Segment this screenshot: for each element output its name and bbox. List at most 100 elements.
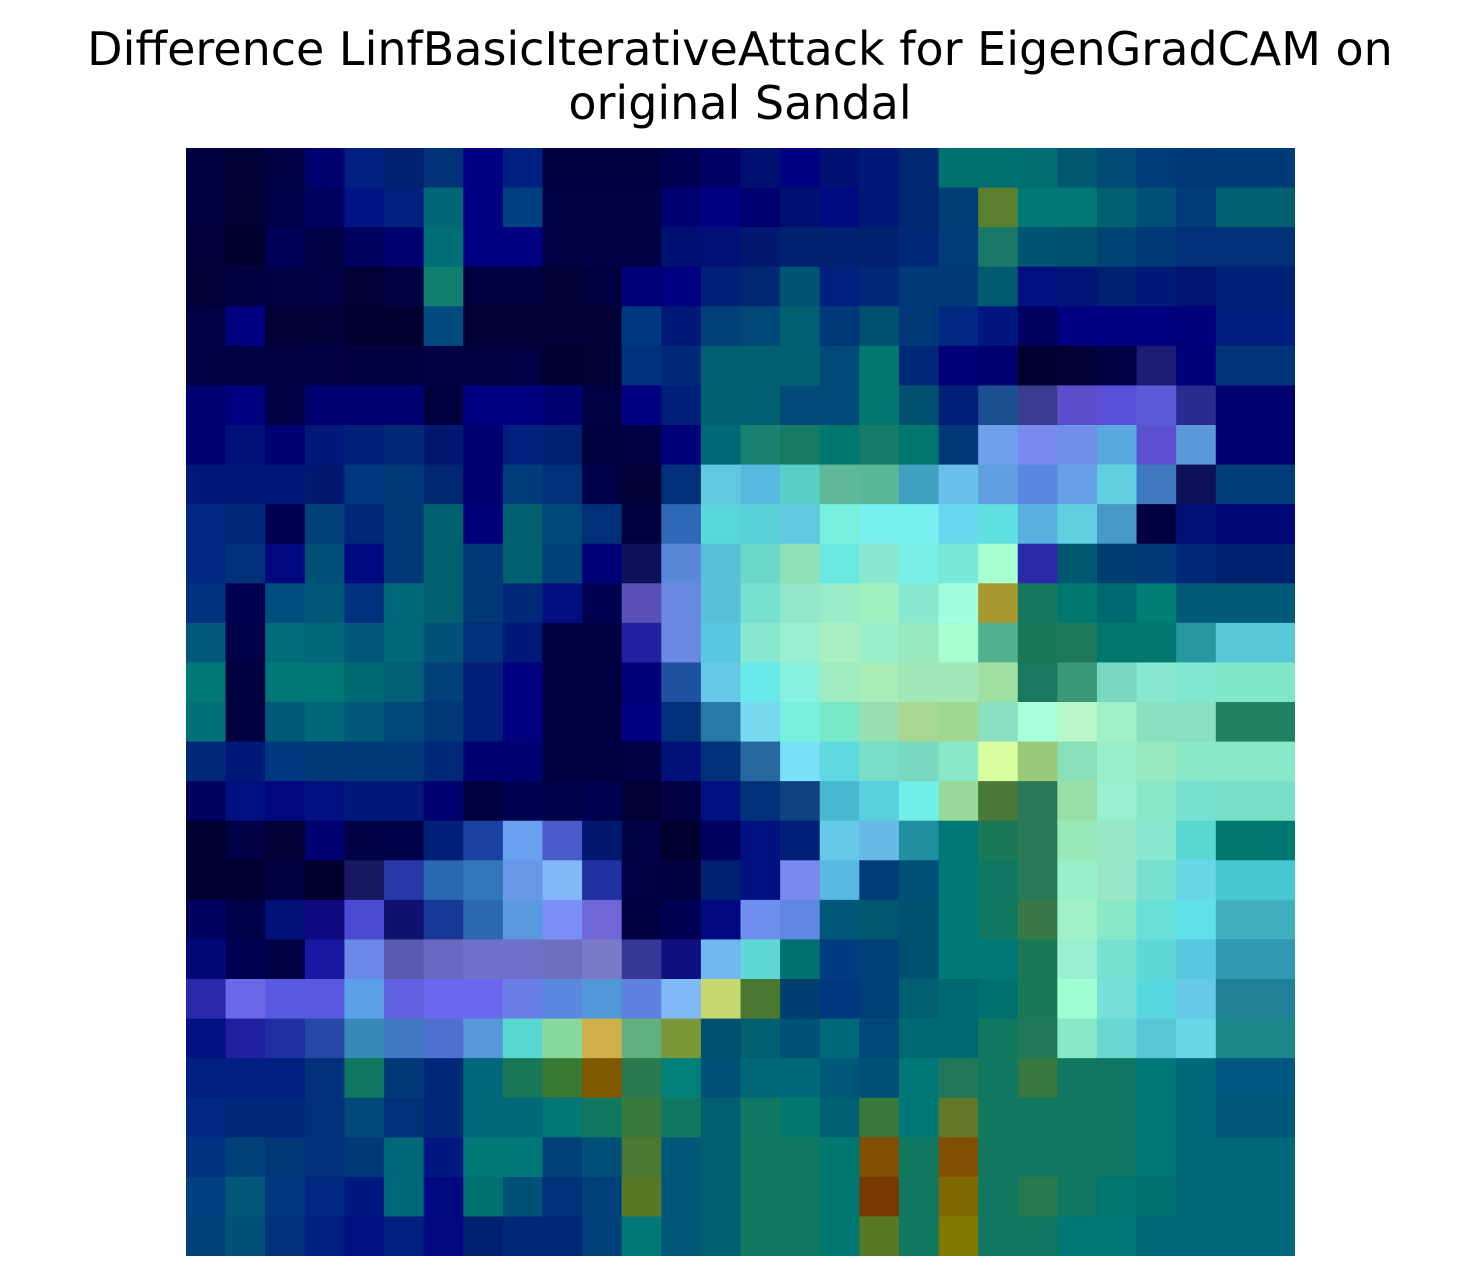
heatmap-cell xyxy=(978,860,1019,901)
heatmap-cell xyxy=(304,345,346,387)
heatmap-cell xyxy=(621,820,662,861)
heatmap-cell xyxy=(1136,306,1177,347)
heatmap-cell xyxy=(1255,979,1295,1020)
heatmap-cell xyxy=(463,939,504,980)
heatmap-cell xyxy=(1255,702,1295,743)
heatmap-cell xyxy=(859,899,900,941)
heatmap-cell xyxy=(700,504,742,545)
heatmap-cell xyxy=(938,425,979,466)
heatmap-cell xyxy=(740,1216,781,1256)
heatmap-cell xyxy=(1215,741,1256,782)
heatmap-cell xyxy=(1215,1216,1256,1256)
heatmap-cell xyxy=(1096,266,1138,307)
heatmap-cell xyxy=(898,543,940,584)
heatmap-cell xyxy=(978,464,1019,505)
heatmap-cell xyxy=(542,306,583,347)
heatmap-cell xyxy=(502,504,544,545)
heatmap-cell xyxy=(344,425,385,466)
heatmap-cell xyxy=(898,464,940,505)
heatmap-cell xyxy=(1017,1216,1058,1256)
heatmap-cell xyxy=(819,266,860,307)
heatmap-cell xyxy=(819,425,860,466)
heatmap-cell xyxy=(542,741,583,782)
heatmap-cell xyxy=(700,1018,742,1059)
heatmap-cell xyxy=(463,781,504,822)
heatmap-cell xyxy=(1057,504,1098,545)
heatmap-cell xyxy=(423,1018,464,1059)
heatmap-cell xyxy=(780,820,821,861)
heatmap-cell xyxy=(304,662,346,703)
heatmap-cell xyxy=(186,1137,227,1178)
heatmap-cell xyxy=(542,1018,583,1059)
heatmap-cell xyxy=(542,266,583,307)
heatmap-cell xyxy=(1136,860,1177,901)
heatmap-cell xyxy=(1057,345,1098,387)
heatmap-cell xyxy=(225,1176,266,1218)
heatmap-cell xyxy=(621,425,662,466)
heatmap-cell xyxy=(265,504,306,545)
heatmap-cell xyxy=(621,781,662,822)
heatmap-cell xyxy=(304,425,346,466)
heatmap-cell xyxy=(1215,583,1256,624)
heatmap-cell xyxy=(502,741,544,782)
heatmap-cell xyxy=(225,860,266,901)
heatmap-cell xyxy=(859,820,900,861)
heatmap-cell xyxy=(463,741,504,782)
heatmap-cell xyxy=(938,148,979,189)
heatmap-cell xyxy=(384,741,425,782)
heatmap-cell xyxy=(1096,820,1138,861)
heatmap-cell xyxy=(1096,622,1138,664)
heatmap-cell xyxy=(265,345,306,387)
heatmap-cell xyxy=(265,425,306,466)
heatmap-cell xyxy=(1096,345,1138,387)
heatmap-cell xyxy=(384,543,425,584)
heatmap-cell xyxy=(265,266,306,307)
heatmap-cell xyxy=(1136,1018,1177,1059)
heatmap-cell xyxy=(186,979,227,1020)
heatmap-cell xyxy=(1096,860,1138,901)
heatmap-cell xyxy=(423,979,464,1020)
heatmap-cell xyxy=(661,306,702,347)
heatmap-cell xyxy=(898,583,940,624)
heatmap-cell xyxy=(265,702,306,743)
heatmap-cell xyxy=(1255,425,1295,466)
heatmap-cell xyxy=(384,979,425,1020)
heatmap-cell xyxy=(740,306,781,347)
heatmap-cell xyxy=(621,227,662,268)
heatmap-cell xyxy=(859,622,900,664)
heatmap-cell xyxy=(661,781,702,822)
heatmap-cell xyxy=(502,702,544,743)
heatmap-cell xyxy=(661,385,702,426)
heatmap-cell xyxy=(186,702,227,743)
heatmap-cell xyxy=(265,979,306,1020)
heatmap-cell xyxy=(1255,583,1295,624)
heatmap-cell xyxy=(1176,1216,1217,1256)
heatmap-cell xyxy=(1176,187,1217,228)
heatmap-cell xyxy=(780,702,821,743)
heatmap-cell xyxy=(344,1137,385,1178)
heatmap-cell xyxy=(978,1018,1019,1059)
heatmap-cell xyxy=(502,781,544,822)
heatmap-cell xyxy=(344,820,385,861)
heatmap-cell xyxy=(1057,820,1098,861)
heatmap-cell xyxy=(582,504,623,545)
heatmap-cell xyxy=(740,425,781,466)
heatmap-cell xyxy=(304,583,346,624)
heatmap-cell xyxy=(740,543,781,584)
heatmap-cell xyxy=(1057,425,1098,466)
heatmap-cell xyxy=(463,345,504,387)
heatmap-cell xyxy=(621,504,662,545)
heatmap-cell xyxy=(859,543,900,584)
chart-title-line-2: original Sandal xyxy=(568,76,912,130)
heatmap-cell xyxy=(978,1176,1019,1218)
heatmap-cell xyxy=(186,227,227,268)
heatmap-cell xyxy=(780,662,821,703)
heatmap-cell xyxy=(1096,1137,1138,1178)
heatmap-cell xyxy=(700,979,742,1020)
heatmap-cell xyxy=(819,504,860,545)
heatmap-cell xyxy=(859,148,900,189)
heatmap-cell xyxy=(463,860,504,901)
heatmap-cell xyxy=(978,741,1019,782)
heatmap-cell xyxy=(423,860,464,901)
heatmap-cell xyxy=(304,899,346,941)
